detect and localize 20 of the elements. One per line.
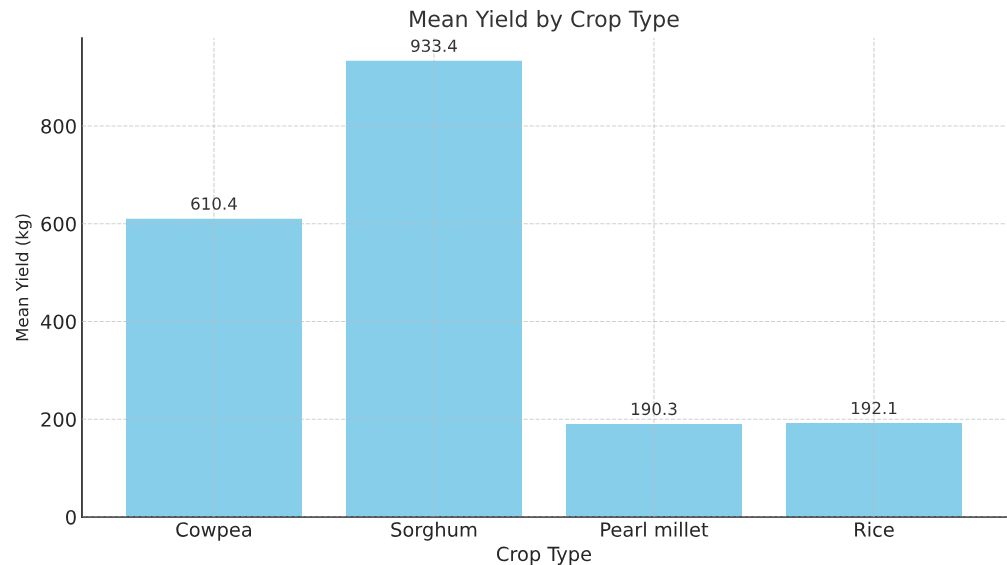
bar bbox=[125, 218, 302, 517]
y-axis-title: Mean Yield (kg) bbox=[15, 214, 32, 341]
x-tick-label: Sorghum bbox=[391, 521, 477, 541]
y-tick-label: 800 bbox=[41, 118, 76, 134]
bar bbox=[785, 423, 962, 517]
bar bbox=[565, 423, 742, 517]
data-label: 192.1 bbox=[851, 401, 897, 415]
data-label: 190.3 bbox=[631, 402, 677, 416]
x-tick-label: Cowpea bbox=[176, 522, 251, 541]
x-axis-title: Crop Type bbox=[496, 546, 592, 565]
chart-title: Mean Yield by Crop Type bbox=[410, 10, 679, 32]
x-tick-label: Pearl millet bbox=[601, 521, 709, 537]
y-tick-label: 200 bbox=[41, 412, 76, 427]
y-tick-label: 0 bbox=[66, 509, 76, 525]
data-label: 610.4 bbox=[191, 197, 237, 210]
x-tick-label: Rice bbox=[855, 521, 894, 537]
y-tick-label: 600 bbox=[41, 216, 76, 232]
bar bbox=[345, 60, 522, 517]
y-tick-label: 400 bbox=[40, 314, 76, 330]
data-label: 933.4 bbox=[411, 39, 457, 53]
